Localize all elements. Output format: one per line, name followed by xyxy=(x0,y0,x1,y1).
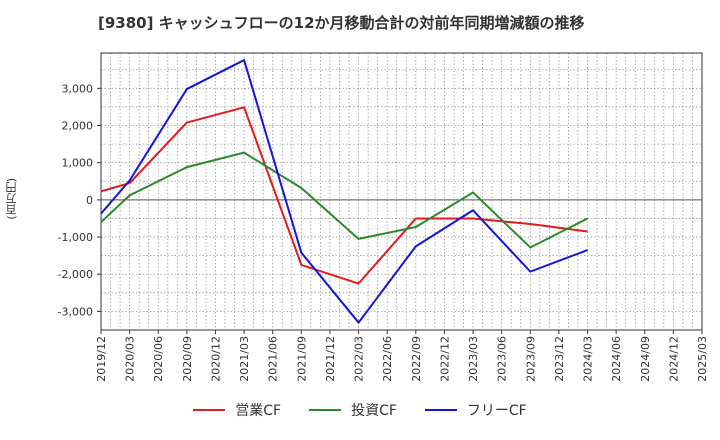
y-tick-label: 2,000 xyxy=(62,120,94,133)
legend-item-2: 投資CF xyxy=(309,400,397,420)
x-tick-label: 2019/12 xyxy=(95,336,108,382)
x-tick-label: 2025/03 xyxy=(696,336,709,382)
x-tick-label: 2021/09 xyxy=(295,336,308,382)
legend-item-1: 営業CF xyxy=(193,400,281,420)
grid-lines xyxy=(100,53,703,331)
x-tick-label: 2023/06 xyxy=(496,336,509,382)
y-tick-label: -3,000 xyxy=(58,305,93,318)
y-tick-label: 1,000 xyxy=(62,157,94,170)
y-tick-label: 0 xyxy=(86,194,93,207)
x-tick-label: 2020/09 xyxy=(181,336,194,382)
x-tick-label: 2024/12 xyxy=(667,336,680,382)
series-line-3 xyxy=(100,59,588,324)
x-tick-label: 2022/03 xyxy=(353,336,366,382)
x-tick-label: 2024/09 xyxy=(639,336,652,382)
x-tick-label: 2021/06 xyxy=(267,336,280,382)
legend-label: フリーCF xyxy=(466,403,527,419)
x-tick-label: 2024/06 xyxy=(610,336,623,382)
x-tick-labels: 2019/12 2020/03 2020/06 2020/09 2020/12 2021/… xyxy=(95,336,709,382)
x-tick-label: 2021/12 xyxy=(324,336,337,382)
x-tick-label: 2020/06 xyxy=(152,336,165,382)
legend-swatch xyxy=(309,409,342,411)
x-tick-label: 2023/03 xyxy=(467,336,480,382)
x-tick-label: 2023/12 xyxy=(553,336,566,382)
plot-frame xyxy=(100,52,703,331)
axes xyxy=(97,52,703,334)
x-tick-label: 2022/12 xyxy=(438,336,451,382)
y-tick-labels: 3,000 2,000 1,000 0 -1,000 -2,000 -3,000 xyxy=(58,82,93,318)
legend-swatch xyxy=(424,409,457,411)
series-line-1 xyxy=(100,106,588,285)
legend-label: 営業CF xyxy=(235,403,282,419)
x-tick-label: 2022/06 xyxy=(381,336,394,382)
x-tick-label: 2024/03 xyxy=(582,336,595,382)
legend: 営業CF 投資CF フリーCF xyxy=(0,400,720,420)
x-tick-label: 2021/03 xyxy=(238,336,251,382)
x-tick-label: 2023/09 xyxy=(524,336,537,382)
series-lines xyxy=(100,59,588,324)
series-line-2 xyxy=(100,151,588,249)
y-tick-label: -1,000 xyxy=(58,231,93,244)
y-tick-label: -2,000 xyxy=(58,268,93,281)
legend-label: 投資CF xyxy=(351,403,397,419)
chart-title: [9380] キャッシュフローの12か月移動合計の対前年同期増減額の推移 xyxy=(98,14,585,32)
legend-item-3: フリーCF xyxy=(424,400,527,420)
x-tick-label: 2022/09 xyxy=(410,336,423,382)
x-tick-label: 2020/12 xyxy=(209,336,222,382)
x-tick-label: 2020/03 xyxy=(124,336,137,382)
legend-swatch xyxy=(193,409,226,411)
y-tick-label: 3,000 xyxy=(62,82,94,95)
